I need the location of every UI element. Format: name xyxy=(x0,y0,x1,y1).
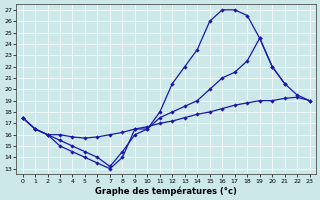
X-axis label: Graphe des températures (°c): Graphe des températures (°c) xyxy=(95,186,237,196)
